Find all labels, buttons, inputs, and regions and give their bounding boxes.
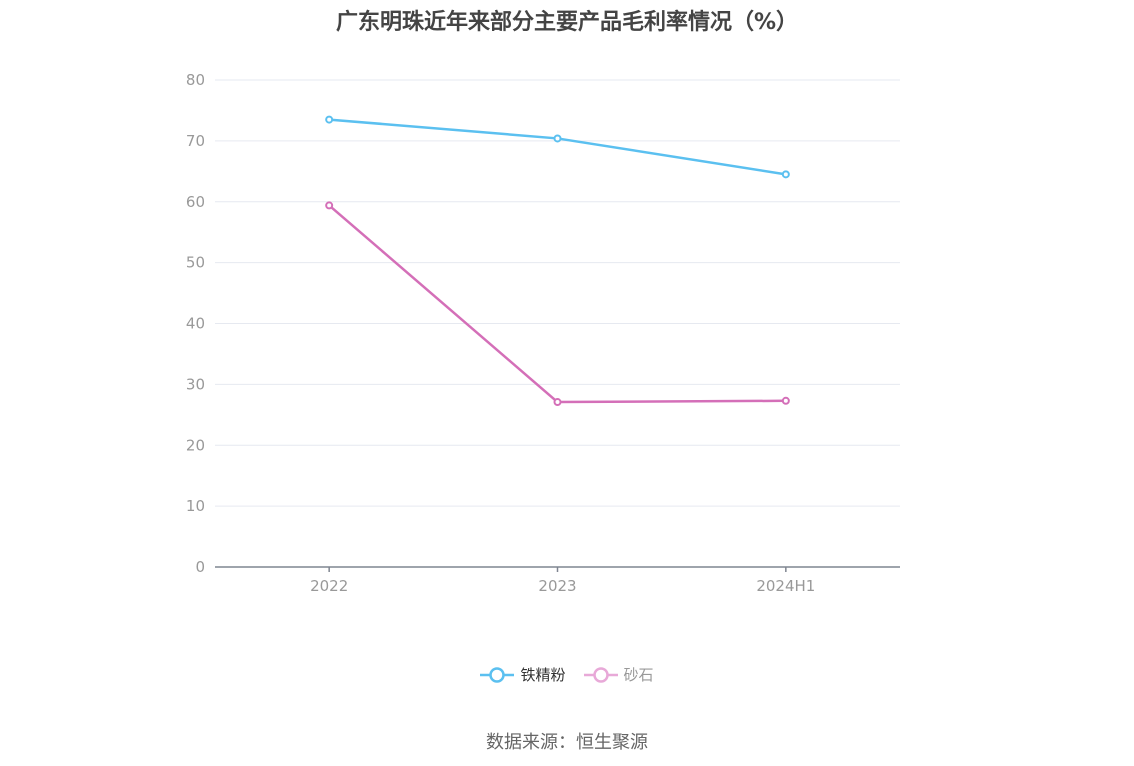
y-tick-label: 80 [186,71,205,89]
data-point[interactable] [325,201,334,210]
x-axis: 2022 2023 2024H1 [215,566,900,595]
chart-title: 广东明珠近年来部分主要产品毛利率情况（%） [335,10,799,35]
series-line-1 [328,204,786,404]
y-tick-label: 60 [186,193,205,211]
y-tick-label: 0 [195,558,205,576]
legend-swatch-iron-concentrate [480,666,515,683]
data-point[interactable] [553,134,562,143]
x-tick-label: 2022 [310,577,348,595]
y-tick-label: 70 [186,132,205,150]
data-point[interactable] [781,170,790,179]
legend-item-sandstone[interactable]: 砂石 [583,664,654,685]
x-tick-label: 2023 [538,577,576,595]
legend: 铁精粉 砂石 [0,664,1134,685]
y-tick-label: 50 [186,254,205,272]
y-tick-label: 20 [186,436,205,454]
y-tick-label: 40 [186,315,205,333]
legend-swatch-sandstone [583,666,618,683]
data-point[interactable] [781,396,790,405]
grid-lines [215,79,900,507]
y-tick-label: 10 [186,497,205,515]
x-tick-label: 2024H1 [756,577,815,595]
source-note: 数据来源：恒生聚源 [486,732,648,753]
series-lines [325,115,790,407]
data-point[interactable] [325,115,334,124]
y-tick-label: 30 [186,375,205,393]
series-line-0 [329,118,787,176]
legend-item-iron-concentrate[interactable]: 铁精粉 [480,664,566,685]
data-point[interactable] [553,398,562,407]
legend-label-sandstone: 砂石 [623,666,654,684]
legend-label-iron-concentrate: 铁精粉 [520,666,566,684]
y-axis-ticks: 0 10 20 30 40 50 60 70 80 [186,71,205,576]
